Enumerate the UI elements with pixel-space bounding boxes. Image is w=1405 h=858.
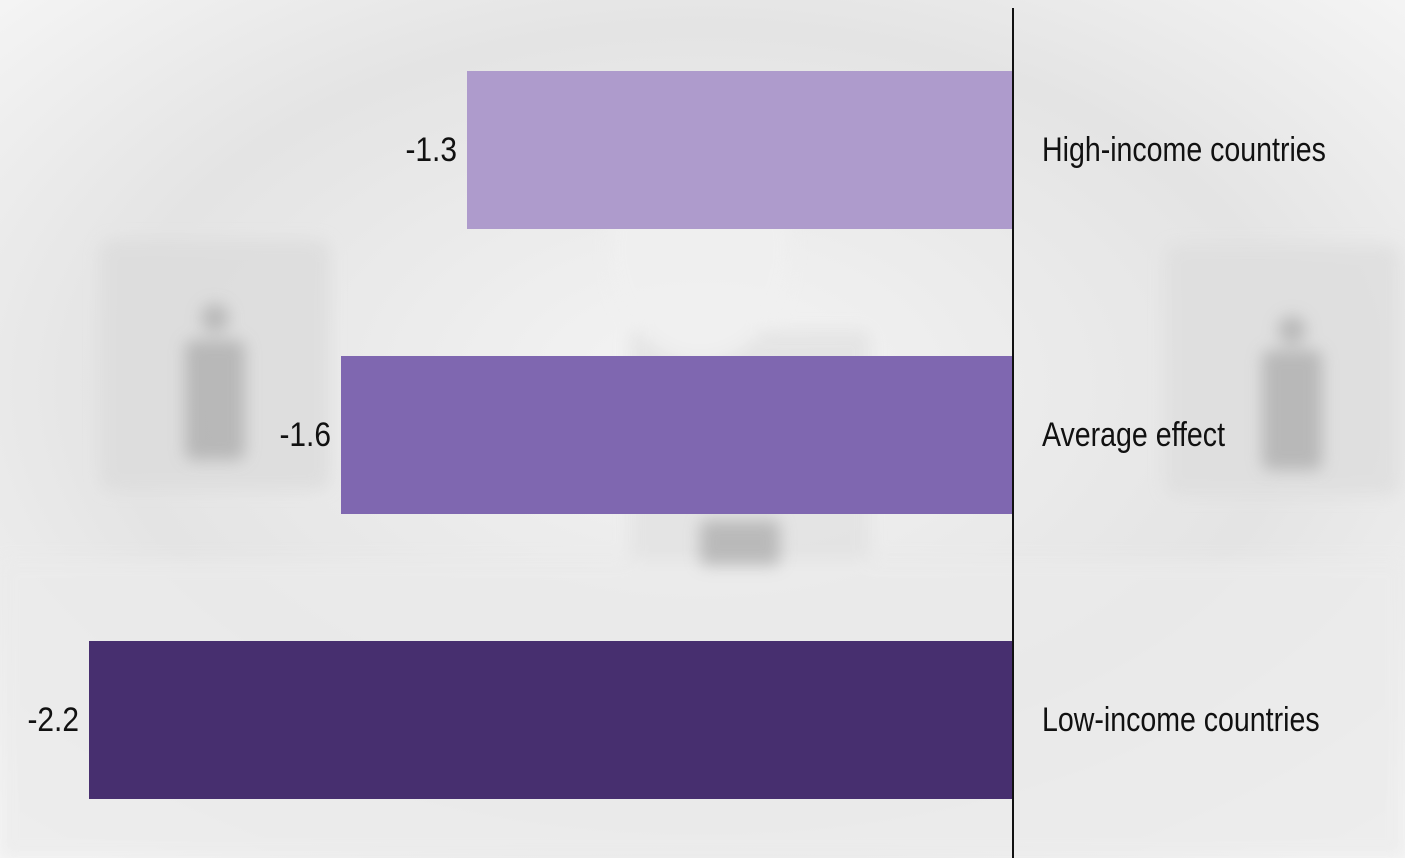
category-label: High-income countries xyxy=(1042,131,1326,169)
category-label: Low-income countries xyxy=(1042,701,1320,739)
value-label: -1.6 xyxy=(279,415,331,453)
value-label: -1.3 xyxy=(405,130,457,168)
value-label: -2.2 xyxy=(27,700,79,738)
bar xyxy=(341,356,1013,514)
bar xyxy=(89,641,1013,799)
bar xyxy=(467,71,1013,229)
category-label: Average effect xyxy=(1042,416,1225,454)
